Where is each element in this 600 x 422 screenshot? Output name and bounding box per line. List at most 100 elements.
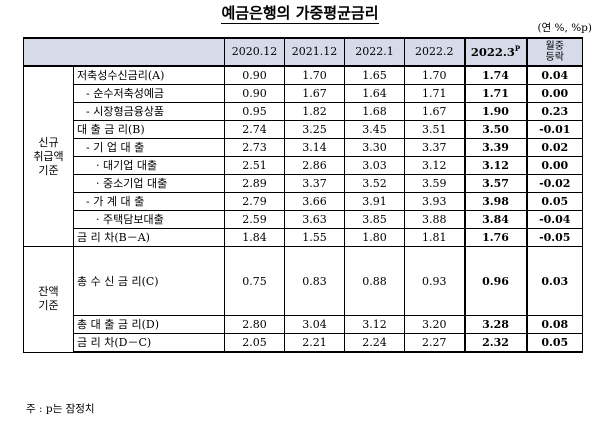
value-cell: 1.82 xyxy=(284,102,345,121)
value-cell: 1.71 xyxy=(404,84,465,103)
row-label: - 기 업 대 출 xyxy=(73,138,225,157)
table-row: - 순수저축성예금 0.90 1.67 1.64 1.71 1.71 0.00 xyxy=(24,84,583,103)
value-cell: 2.73 xyxy=(224,138,285,157)
value-cell-latest: 2.32 xyxy=(463,333,528,353)
change-cell: -0.02 xyxy=(526,174,583,193)
value-cell: 3.14 xyxy=(284,138,345,157)
value-cell: 3.12 xyxy=(344,315,405,334)
change-cell: -0.04 xyxy=(526,210,583,229)
row-label: 금 리 차(B－A) xyxy=(73,228,225,247)
value-cell: 1.84 xyxy=(224,228,285,247)
change-cell: 0.00 xyxy=(526,84,583,103)
value-cell: 1.67 xyxy=(284,84,345,103)
value-cell: 3.12 xyxy=(404,156,465,175)
value-cell: 2.80 xyxy=(224,315,285,334)
row-label: 총 대 출 금 리(D) xyxy=(73,315,225,334)
row-label: 총 수 신 금 리(C) xyxy=(73,246,225,316)
col-header-change: 월중 등락 xyxy=(526,37,583,67)
value-cell: 2.27 xyxy=(404,333,465,353)
value-cell: 2.86 xyxy=(284,156,345,175)
col-header-latest: 2022.3P xyxy=(463,37,528,67)
value-cell: 1.81 xyxy=(404,228,465,247)
row-label: 금 리 차(D－C) xyxy=(73,333,225,353)
value-cell: 2.89 xyxy=(224,174,285,193)
value-cell: 3.03 xyxy=(344,156,405,175)
value-cell: 2.05 xyxy=(224,333,285,353)
value-cell: 1.68 xyxy=(344,102,405,121)
value-cell: 1.65 xyxy=(344,65,405,85)
value-cell: 1.80 xyxy=(344,228,405,247)
value-cell-latest: 3.84 xyxy=(463,210,528,229)
value-cell: 0.88 xyxy=(344,246,405,316)
change-cell: -0.05 xyxy=(526,228,583,247)
col-header: 2020.12 xyxy=(224,37,285,67)
value-cell-latest: 1.76 xyxy=(463,228,528,247)
value-cell: 3.37 xyxy=(404,138,465,157)
value-cell: 3.45 xyxy=(344,120,405,139)
change-cell: 0.05 xyxy=(526,333,583,353)
value-cell-latest: 3.98 xyxy=(463,192,528,211)
row-label: · 주택담보대출 xyxy=(73,210,225,229)
value-cell-latest: 1.90 xyxy=(463,102,528,121)
table-row: 총 대 출 금 리(D) 2.80 3.04 3.12 3.20 3.28 0.08 xyxy=(24,315,583,334)
header-row: 2020.12 2021.12 2022.1 2022.2 2022.3P 월중… xyxy=(23,37,583,67)
value-cell-latest: 0.96 xyxy=(463,246,528,316)
value-cell: 2.74 xyxy=(224,120,285,139)
value-cell: 1.70 xyxy=(404,65,465,85)
change-cell: 0.08 xyxy=(526,315,583,334)
value-cell: 3.88 xyxy=(404,210,465,229)
value-cell: 3.30 xyxy=(344,138,405,157)
row-label: · 대기업 대출 xyxy=(73,156,225,175)
row-label: - 가 계 대 출 xyxy=(73,192,225,211)
value-cell: 0.93 xyxy=(404,246,465,316)
value-cell: 1.70 xyxy=(284,65,345,85)
value-cell-latest: 3.28 xyxy=(463,315,528,334)
value-cell: 3.20 xyxy=(404,315,465,334)
value-cell-latest: 1.74 xyxy=(463,65,528,85)
change-cell: 0.23 xyxy=(526,102,583,121)
row-label: 대 출 금 리(B) xyxy=(73,120,225,139)
table-row: - 기 업 대 출 2.73 3.14 3.30 3.37 3.39 0.02 xyxy=(24,138,583,157)
row-label: - 시장형금융상품 xyxy=(73,102,225,121)
col-header: 2021.12 xyxy=(284,37,345,67)
change-cell: 0.05 xyxy=(526,192,583,211)
value-cell: 2.51 xyxy=(224,156,285,175)
value-cell: 0.90 xyxy=(224,84,285,103)
unit-label: (연 %, %p) xyxy=(537,22,592,34)
value-cell: 0.95 xyxy=(224,102,285,121)
change-cell: -0.01 xyxy=(526,120,583,139)
table-row: 금 리 차(D－C) 2.05 2.21 2.24 2.27 2.32 0.05 xyxy=(24,333,583,353)
value-cell: 1.64 xyxy=(344,84,405,103)
value-cell: 3.59 xyxy=(404,174,465,193)
value-cell: 2.79 xyxy=(224,192,285,211)
change-cell: 0.04 xyxy=(526,65,583,85)
value-cell-latest: 3.39 xyxy=(463,138,528,157)
value-cell: 2.59 xyxy=(224,210,285,229)
page-title: 예금은행의 가중평균금리 xyxy=(221,4,379,24)
table-row: 대 출 금 리(B) 2.74 3.25 3.45 3.51 3.50 -0.01 xyxy=(24,120,583,139)
value-cell: 0.90 xyxy=(224,65,285,85)
value-cell: 3.37 xyxy=(284,174,345,193)
table-row: 금 리 차(B－A) 1.84 1.55 1.80 1.81 1.76 -0.05 xyxy=(24,228,583,247)
value-cell: 3.52 xyxy=(344,174,405,193)
value-cell: 3.63 xyxy=(284,210,345,229)
interest-rate-table: 2020.12 2021.12 2022.1 2022.2 2022.3P 월중… xyxy=(23,37,583,353)
value-cell: 3.66 xyxy=(284,192,345,211)
col-header: 2022.2 xyxy=(404,37,465,67)
value-cell: 0.75 xyxy=(224,246,285,316)
change-cell: 0.03 xyxy=(526,246,583,316)
table-row: 신규 취급액 기준 저축성수신금리(A) 0.90 1.70 1.65 1.70 1.74 0.0… xyxy=(23,65,583,247)
change-cell: 0.02 xyxy=(526,138,583,157)
value-cell: 2.21 xyxy=(284,333,345,353)
footnote: 주 : p는 잠정치 xyxy=(26,403,95,415)
table-row: · 주택담보대출 2.59 3.63 3.85 3.88 3.84 -0.04 xyxy=(24,210,583,229)
table-row: - 가 계 대 출 2.79 3.66 3.91 3.93 3.98 0.05 xyxy=(24,192,583,211)
value-cell: 3.25 xyxy=(284,120,345,139)
value-cell: 3.93 xyxy=(404,192,465,211)
value-cell: 2.24 xyxy=(344,333,405,353)
value-cell: 3.85 xyxy=(344,210,405,229)
value-cell: 3.51 xyxy=(404,120,465,139)
header-corner xyxy=(23,37,225,67)
value-cell-latest: 3.50 xyxy=(463,120,528,139)
value-cell: 0.83 xyxy=(284,246,345,316)
